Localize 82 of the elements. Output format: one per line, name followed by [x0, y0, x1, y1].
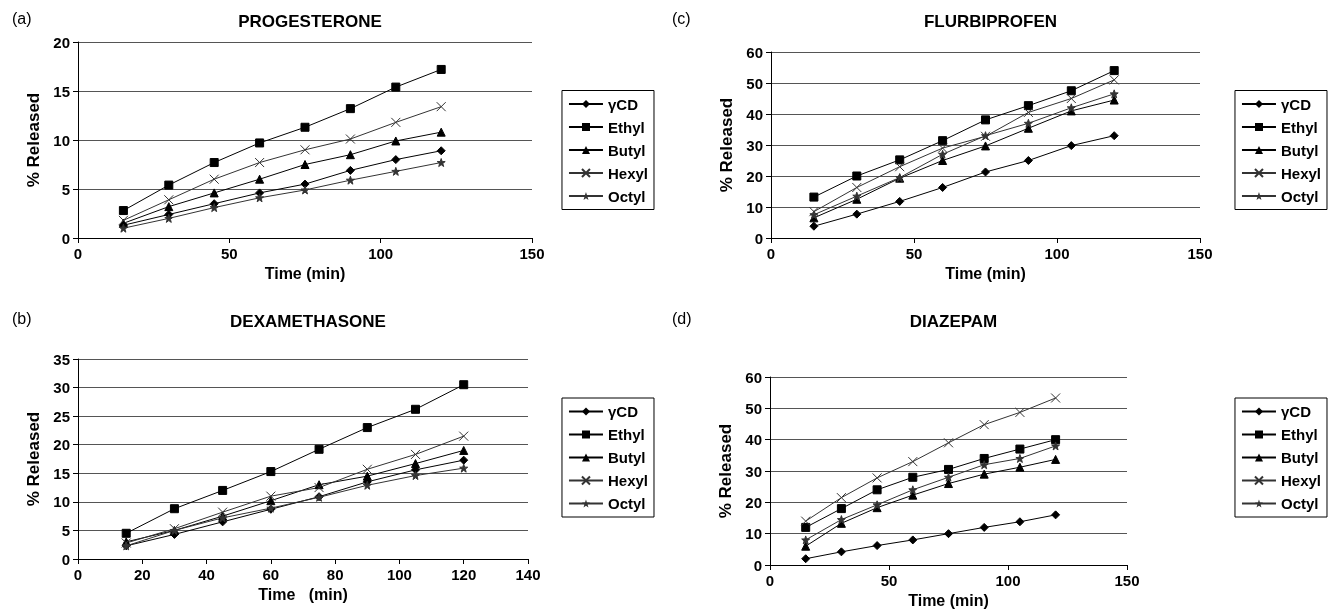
chart-title: PROGESTERONE [238, 12, 382, 31]
legend-label: Hexyl [1280, 164, 1321, 182]
text: (c) [672, 9, 691, 27]
legend-label: Octyl [607, 187, 646, 205]
legend-label: Hexyl [1280, 472, 1321, 489]
y-tick-label: 50 [746, 74, 763, 92]
y-tick-label: 30 [745, 462, 762, 480]
chart-title: FLURBIPROFEN [923, 12, 1058, 31]
x-tick-label: 60 [262, 566, 280, 583]
x-axis-title: Time (min) [908, 592, 989, 610]
legend-label: Ethyl [607, 118, 645, 136]
y-tick-label: 5 [61, 180, 70, 198]
x-tick-label: 150 [1114, 572, 1140, 589]
legend-label: Hexyl [607, 164, 648, 182]
y-tick-label: 60 [746, 43, 763, 61]
x-tick-label: 0 [765, 572, 775, 589]
x-axis-title: Time (min) [945, 265, 1026, 283]
legend-label: Butyl [1280, 449, 1319, 466]
x-tick-label: 150 [519, 245, 545, 262]
legend-label: γCD [1280, 95, 1312, 113]
legend-label: γCD [607, 403, 639, 420]
y-axis-title: % Released [716, 423, 736, 519]
chart-title: DEXAMETHASONE [230, 312, 386, 331]
y-axis-title: % Released [717, 97, 737, 193]
y-tick-label: 40 [745, 431, 762, 449]
legend-label: Ethyl [1280, 426, 1318, 443]
y-tick-label: 10 [53, 493, 70, 511]
x-tick-label: 0 [766, 245, 776, 262]
x-tick-label: 100 [1044, 245, 1070, 262]
y-tick-label: 10 [745, 525, 762, 543]
y-tick-label: 35 [53, 350, 70, 368]
y-tick-label: 30 [746, 136, 763, 154]
y-tick-label: 20 [746, 167, 763, 185]
y-tick-label: 5 [61, 521, 70, 539]
text: (b) [12, 309, 32, 327]
y-tick-label: 0 [61, 550, 70, 568]
legend-label: γCD [607, 95, 639, 113]
text: (a) [12, 9, 32, 27]
y-tick-label: 20 [745, 493, 762, 511]
y-axis-title: % Released [24, 92, 44, 188]
legend-label: Octyl [1280, 495, 1319, 512]
y-tick-label: 0 [754, 229, 763, 247]
y-tick-label: 60 [745, 368, 762, 386]
y-tick-label: 20 [53, 436, 70, 454]
y-tick-label: 20 [53, 33, 70, 51]
x-tick-label: 100 [386, 566, 412, 583]
x-axis-title: Time (min) [264, 265, 346, 283]
text: (d) [672, 309, 692, 327]
legend-label: Hexyl [607, 472, 648, 489]
x-tick-label: 20 [133, 566, 151, 583]
legend-label: Butyl [607, 449, 646, 466]
x-tick-label: 0 [73, 245, 83, 262]
x-tick-label: 120 [451, 566, 477, 583]
chart-title: DIAZEPAM [909, 312, 998, 331]
x-tick-label: 50 [220, 245, 238, 262]
y-tick-label: 10 [53, 131, 70, 149]
x-tick-label: 80 [326, 566, 344, 583]
y-tick-label: 40 [746, 105, 763, 123]
x-tick-label: 100 [368, 245, 394, 262]
x-tick-label: 50 [905, 245, 923, 262]
x-tick-label: 100 [995, 572, 1021, 589]
y-tick-label: 0 [61, 229, 70, 247]
legend-label: Ethyl [607, 426, 645, 443]
legend-label: Octyl [607, 495, 646, 512]
legend-label: γCD [1280, 403, 1312, 420]
x-tick-label: 0 [73, 566, 83, 583]
x-axis-title: Time (min) [258, 586, 348, 604]
legend-label: Octyl [1280, 187, 1319, 205]
y-axis-title: % Released [24, 411, 44, 507]
x-tick-label: 140 [515, 566, 541, 583]
x-tick-label: 50 [880, 572, 898, 589]
x-tick-label: 40 [198, 566, 215, 583]
y-tick-label: 15 [53, 464, 70, 482]
legend-label: Butyl [607, 141, 646, 159]
y-tick-label: 15 [53, 82, 70, 100]
y-tick-label: 30 [53, 379, 70, 397]
legend-label: Ethyl [1280, 118, 1318, 136]
legend-label: Butyl [1280, 141, 1319, 159]
x-tick-label: 150 [1187, 245, 1213, 262]
y-tick-label: 25 [53, 407, 70, 425]
y-tick-label: 50 [745, 399, 762, 417]
y-tick-label: 10 [746, 198, 763, 216]
